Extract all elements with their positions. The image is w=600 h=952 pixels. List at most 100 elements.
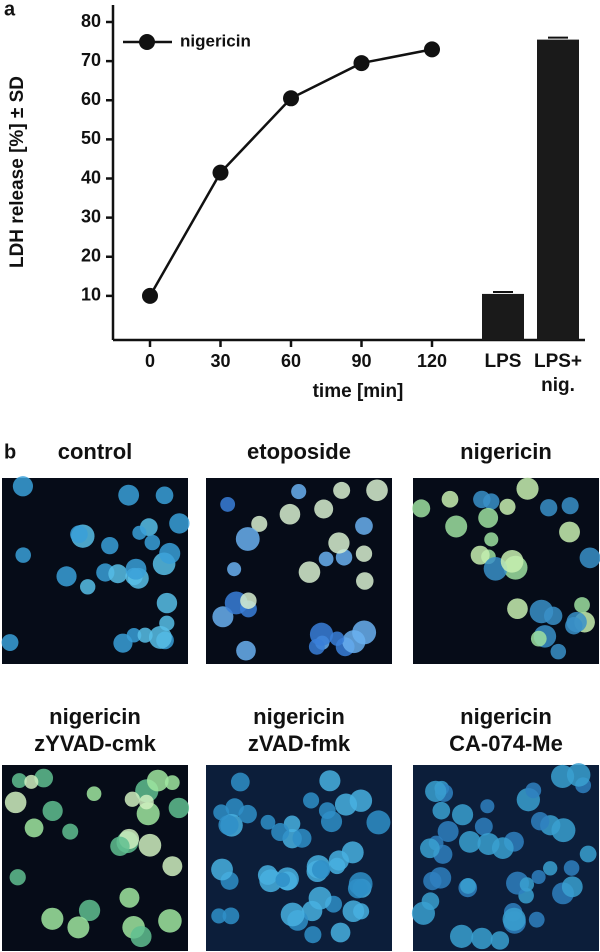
cell [251,515,268,532]
y-axis-label: LDH release [%] ± SD [7,76,28,268]
cell [559,521,580,543]
cell [330,922,351,943]
cell [499,498,516,515]
x-tick-label: 90 [351,351,371,371]
cell [101,536,119,555]
cell [425,780,447,802]
cell [275,872,291,888]
cell [80,579,96,595]
cell [124,791,140,807]
cell [138,833,162,857]
cell [108,564,128,584]
y-tick-label: 20 [81,246,101,266]
data-point [353,55,370,72]
cell [211,908,227,924]
cell [550,643,567,660]
cell [480,799,495,814]
y-tick-label: 70 [81,50,101,70]
image-title: zVAD-fmk [248,731,351,756]
cell [531,869,546,885]
cell [24,818,44,838]
cell [110,836,130,857]
cell [530,630,547,647]
y-tick-label: 40 [81,167,101,187]
cell [478,507,499,528]
cell [24,774,39,789]
cell [158,909,182,933]
cell [78,899,101,922]
cell [212,606,234,628]
cell [451,804,474,826]
cell [308,638,325,655]
cell [279,503,301,525]
image-title: nigericin [460,704,552,729]
cell [471,927,493,950]
bar-category-label: LPS+ nig. [533,351,583,396]
cell [146,769,169,792]
data-point [283,90,299,107]
cell [318,802,336,820]
cell [220,496,236,512]
cell [473,490,491,509]
cell [474,817,493,836]
series-line [148,48,433,297]
image-title: nigericin [460,439,552,464]
panel-label: b [4,441,16,463]
cell [260,814,276,830]
cell [169,513,190,534]
cell [334,793,358,816]
image-title: zYVAD-cmk [34,731,157,756]
cell [525,782,542,799]
cell [318,551,334,567]
cell [516,477,539,500]
cell [41,907,64,930]
cell [484,532,499,547]
cell [1,634,19,651]
cell [420,838,440,859]
cell [168,797,190,819]
cell [298,561,321,583]
cell [139,794,154,810]
cell [230,772,250,792]
cell [437,820,459,842]
cell [238,804,257,824]
cell [130,925,152,948]
cell [421,892,440,911]
cell [291,484,307,500]
cell [490,931,510,950]
cell [218,814,239,836]
cell [9,869,26,886]
cell [280,902,305,927]
cell [579,845,597,863]
cell [543,861,558,876]
y-tick-label: 50 [81,128,101,148]
y-tick-label: 60 [81,89,101,109]
cell [441,490,459,508]
cell [156,592,178,614]
cell [4,791,27,814]
x-tick-label: 30 [210,351,230,371]
micrograph [2,765,190,951]
cell [125,558,147,580]
micrograph [206,765,392,951]
cell [563,860,580,876]
data-point [212,164,229,181]
cell [240,592,257,609]
cell [423,871,442,891]
cell [507,598,528,620]
cell [236,640,256,661]
y-tick-label: 10 [81,285,101,305]
cell [113,633,133,653]
cell [579,547,600,569]
x-axis-label: time [min] [313,381,404,402]
cell [308,886,332,910]
cell [366,479,388,502]
cell [460,877,476,894]
cell [15,547,31,563]
cell [566,763,591,787]
cell [62,823,79,840]
cell [529,599,554,624]
image-title: nigericin [49,704,141,729]
cell [333,481,351,499]
